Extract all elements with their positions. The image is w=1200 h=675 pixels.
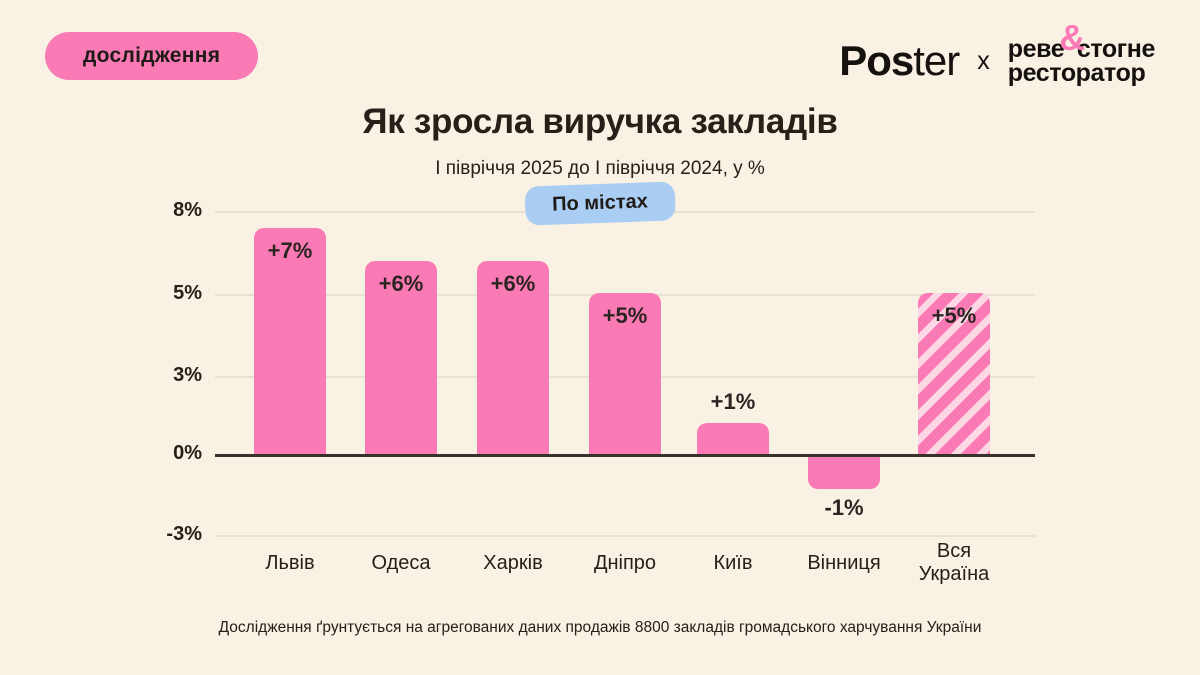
- bar-lviv: [254, 228, 326, 455]
- bar-value-vsia-ukraina: +5%: [931, 303, 977, 328]
- bar-value-kyiv: +1%: [710, 388, 756, 414]
- bar-kyiv: [697, 422, 769, 455]
- research-badge: дослідження: [45, 32, 259, 80]
- bar-odesa: [365, 260, 437, 455]
- poster-logo-bold: Pos: [839, 37, 914, 84]
- bar-dnipro: [589, 293, 661, 455]
- bar-value-vinnytsia: -1%: [824, 495, 864, 521]
- x-axis-label-vsia-ukraina: Вся Україна: [918, 540, 990, 585]
- x-axis-label-lviv: Львів: [265, 551, 315, 574]
- research-badge-label: дослідження: [83, 44, 221, 67]
- bar-value-odesa: +6%: [378, 270, 424, 296]
- footnote: Дослідження ґрунтується на агрегованих д…: [218, 619, 982, 636]
- x-axis-label-vinnytsia: Вінниця: [807, 551, 881, 574]
- y-axis-label: 8%: [173, 199, 202, 221]
- partner-logo-line1-right: стогне: [1076, 34, 1156, 63]
- x-axis-label-odesa: Одеса: [371, 551, 431, 574]
- chart-subtitle: І півріччя 2025 до І півріччя 2024, у %: [435, 158, 765, 179]
- bar-vinnytsia: [808, 457, 880, 490]
- x-axis-label-kharkiv: Харків: [483, 551, 543, 574]
- y-axis-label: 3%: [173, 364, 202, 386]
- y-axis-label: 0%: [173, 442, 202, 464]
- gridline: [215, 535, 1035, 537]
- group-badge: По містах: [524, 181, 676, 226]
- zero-axis-line: [215, 454, 1035, 457]
- bar-value-dnipro: +5%: [602, 303, 648, 328]
- brand-separator-x: x: [977, 46, 990, 75]
- poster-logo: Poster: [839, 37, 960, 84]
- bar-kharkiv: [477, 260, 549, 455]
- y-axis-label: -3%: [166, 523, 202, 545]
- partner-logo-line2: ресторатор: [1007, 59, 1146, 87]
- poster-logo-light: ter: [913, 37, 960, 84]
- partner-logo-line1-left: реве: [1007, 34, 1065, 63]
- x-axis-label-kyiv: Київ: [713, 551, 753, 574]
- bar-value-lviv: +7%: [267, 238, 313, 264]
- y-axis-label: 5%: [173, 282, 202, 304]
- partner-logo: реве&стогне ресторатор: [1007, 16, 1156, 87]
- bar-vsia-ukraina: [918, 293, 990, 455]
- brand-logos: Poster x реве&стогне ресторатор: [839, 16, 1156, 92]
- chart-title: Як зросла виручка закладів: [362, 102, 838, 141]
- x-axis-label-dnipro: Дніпро: [593, 551, 657, 574]
- bar-value-kharkiv: +6%: [490, 270, 536, 296]
- plot-area: 8% 5% 3% 0% -3% +7% Львів +6% Одеса +6% Харків +5% Д…: [166, 190, 1035, 590]
